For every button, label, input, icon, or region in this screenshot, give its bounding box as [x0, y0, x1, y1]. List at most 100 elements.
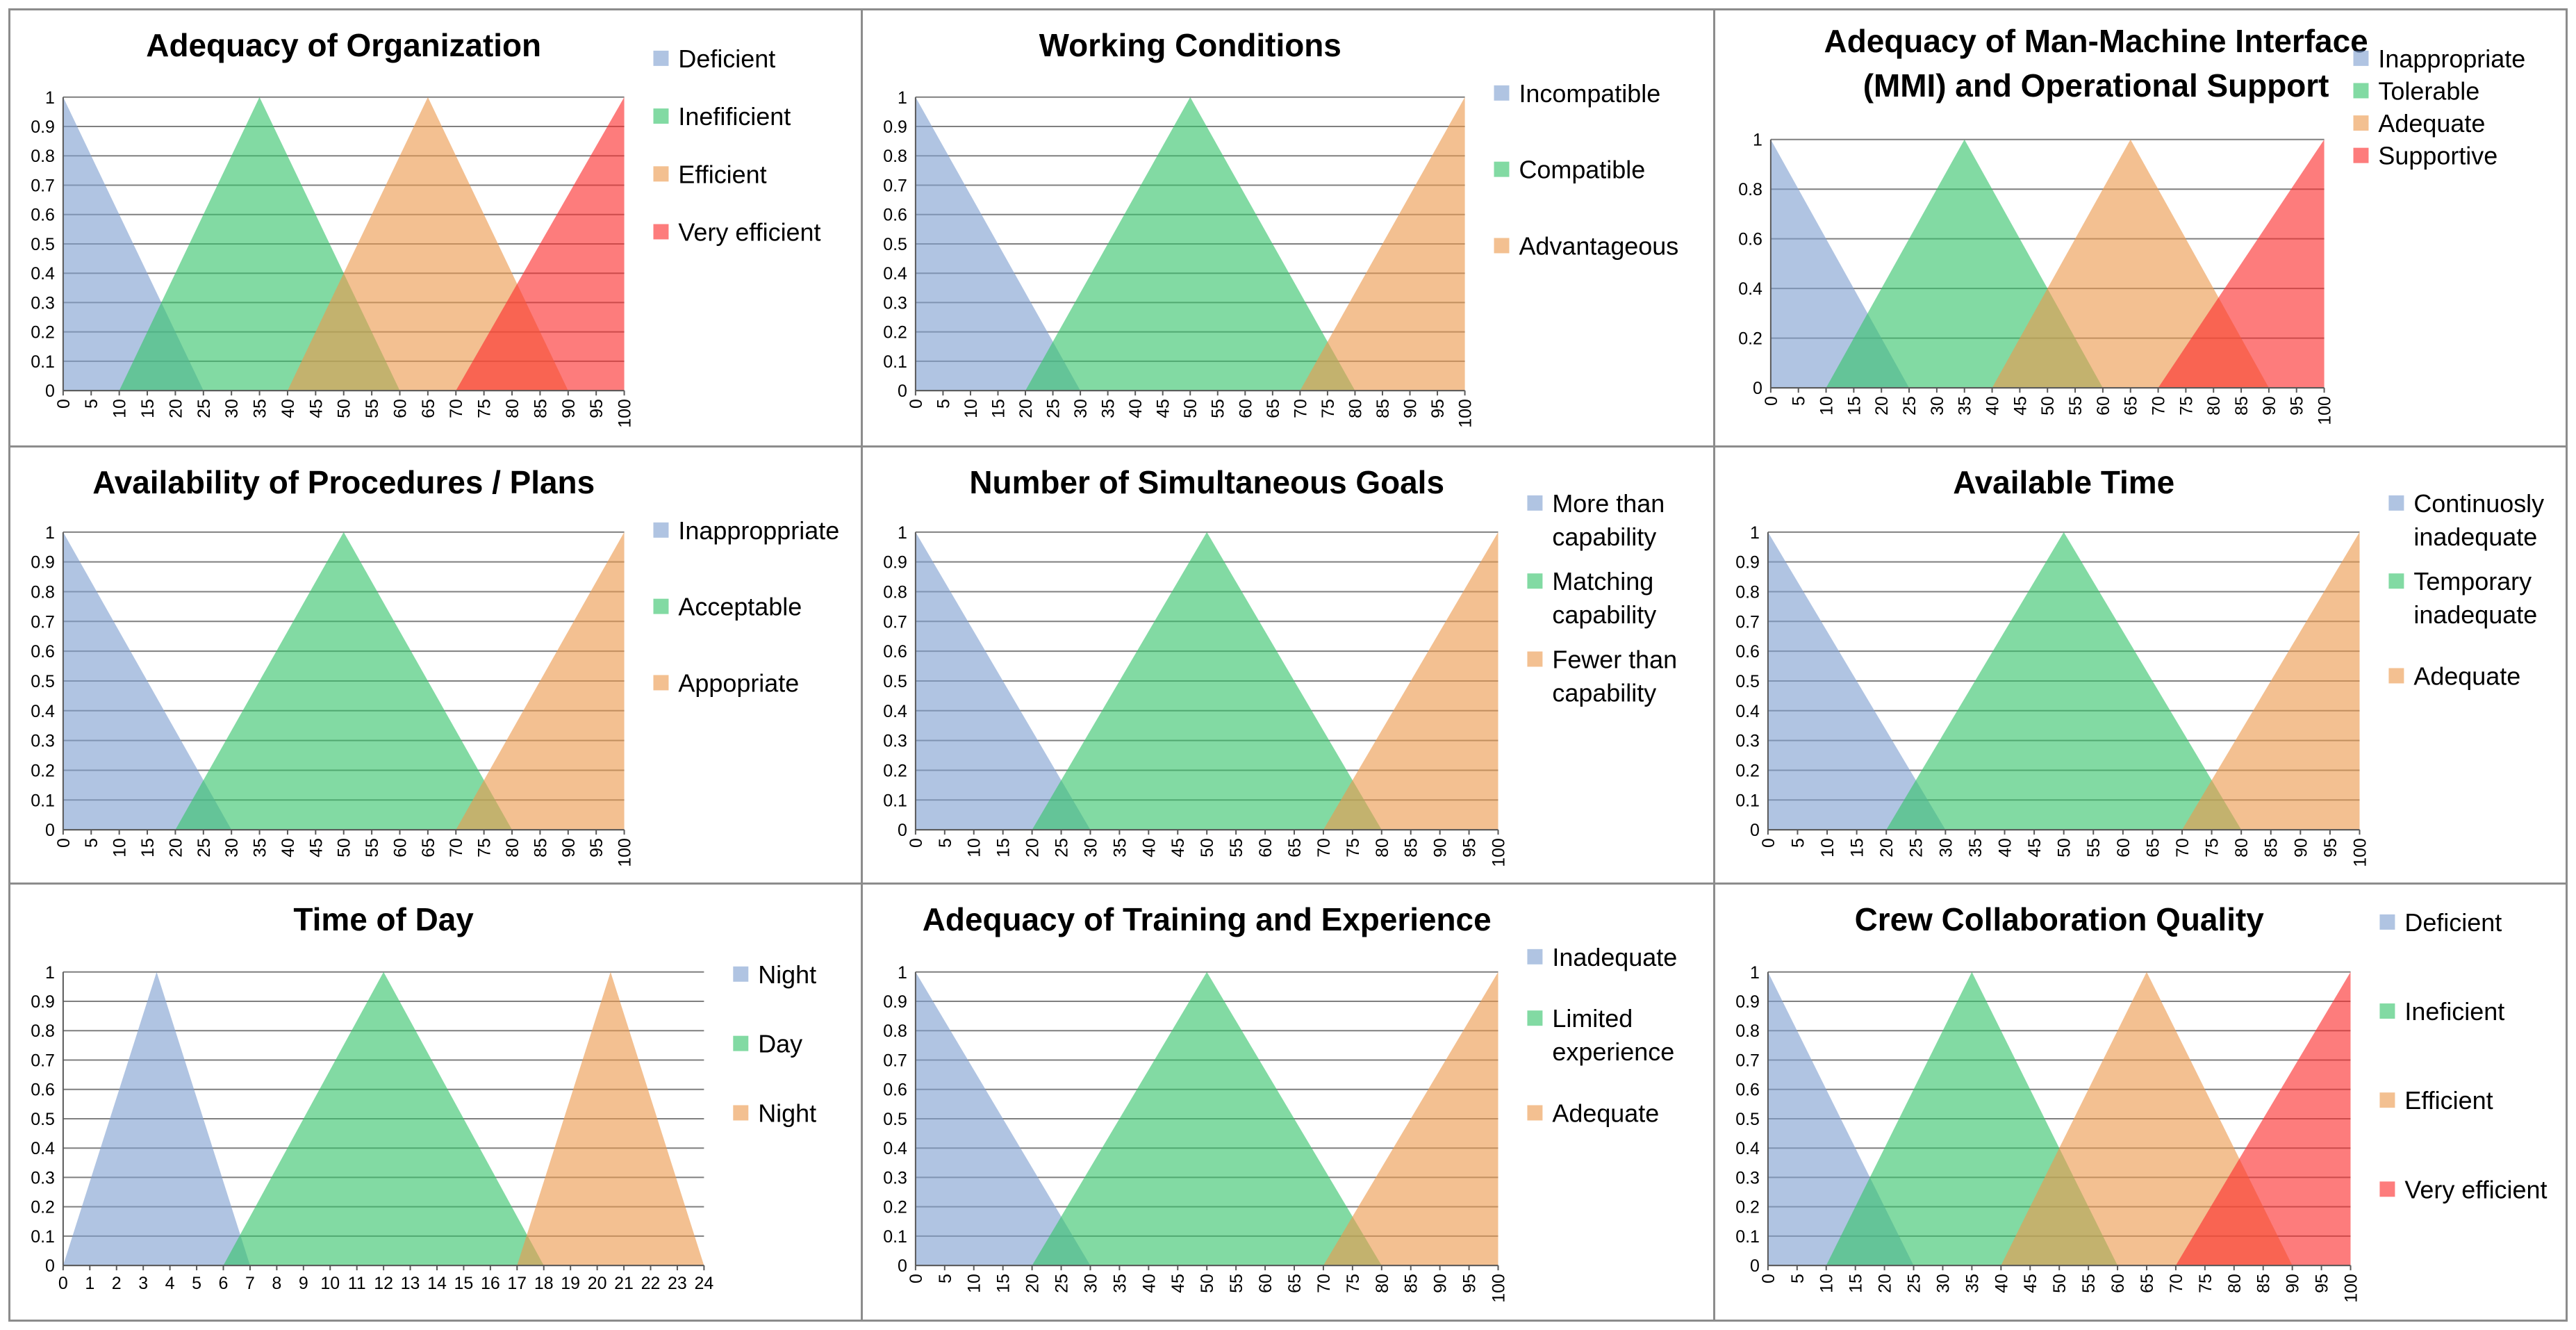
x-tick-label: 90 [559, 838, 579, 857]
chart-title: Adequacy of Man-Machine Interface [1824, 23, 2368, 59]
legend-label: Night [758, 960, 816, 989]
x-tick-label: 10 [110, 838, 130, 857]
x-tick-label: 20 [1016, 399, 1036, 418]
legend-label: Supportive [2378, 142, 2497, 170]
chart-panel: Working Conditions 0 0.1 0.2 0.3 0.4 0.5 0.6 0.7… [863, 10, 1715, 448]
y-tick-label: 0.6 [883, 1081, 907, 1100]
y-tick-label: 0 [45, 1256, 55, 1276]
x-tick-label: 5 [1790, 396, 1809, 406]
y-tick-label: 1 [898, 523, 907, 543]
x-tick-label: 45 [1169, 1274, 1188, 1293]
x-tick-label: 12 [374, 1274, 393, 1293]
legend-swatch [2388, 573, 2404, 589]
y-tick-label: 0.5 [1735, 1110, 1760, 1129]
x-tick-label: 100 [2341, 1274, 2361, 1303]
x-tick-label: 70 [1291, 399, 1310, 418]
legend-swatch [1527, 949, 1543, 964]
y-tick-label: 0.3 [883, 1168, 907, 1188]
y-tick-label: 0.2 [883, 323, 907, 343]
legend-label: Day [758, 1030, 802, 1058]
y-tick-label: 0.8 [1735, 582, 1760, 602]
x-tick-label: 95 [587, 399, 606, 418]
chart-title: Number of Simultaneous Goals [969, 464, 1444, 500]
x-tick-label: 75 [1344, 838, 1363, 857]
legend-label: Limited [1552, 1004, 1633, 1033]
y-tick-label: 0.6 [883, 206, 907, 225]
x-tick-label: 100 [1489, 838, 1508, 867]
legend-label: Advantageous [1519, 231, 1678, 260]
x-tick-label: 85 [2262, 838, 2281, 857]
chart-svg: Available Time 0 0.1 0.2 0.3 0.4 0.5 0.6 0.7 0.8 0… [1735, 464, 2544, 867]
x-tick-label: 60 [1256, 1274, 1275, 1293]
y-tick-label: 0 [45, 821, 55, 840]
y-tick-label: 0.3 [31, 1168, 55, 1188]
x-tick-label: 25 [1907, 838, 1926, 857]
y-tick-label: 0.8 [31, 147, 55, 166]
legend-swatch [2379, 1181, 2395, 1197]
series-area-orange [1300, 97, 1465, 391]
chart-svg: Crew Collaboration Quality 0 0.1 0.2 0.3 0.4 0… [1735, 901, 2547, 1303]
legend-label: Inadequate [1552, 943, 1677, 971]
x-tick-label: 20 [166, 399, 185, 418]
y-tick-label: 0.1 [31, 352, 55, 372]
y-tick-label: 1 [1753, 131, 1762, 150]
series-area-green [1886, 532, 2242, 830]
x-tick-label: 10 [965, 1274, 984, 1293]
y-tick-label: 0.5 [31, 1110, 55, 1129]
x-tick-label: 20 [1876, 1274, 1895, 1293]
x-tick-label: 85 [1373, 399, 1393, 418]
legend-swatch [653, 598, 669, 614]
x-tick-label: 0 [54, 399, 74, 409]
y-tick-label: 0 [1750, 821, 1760, 840]
x-tick-label: 5 [1788, 1274, 1808, 1283]
x-tick-label: 90 [1431, 838, 1451, 857]
series-area-orange [287, 97, 568, 391]
chart-panel: Adequacy of Training and Experience 0 0.1 0… [863, 885, 1715, 1322]
chart-title: Time of Day [293, 901, 474, 937]
x-tick-label: 65 [2122, 396, 2141, 416]
x-tick-label: 70 [1314, 1274, 1334, 1293]
y-tick-label: 0.2 [31, 1198, 55, 1217]
x-tick-label: 16 [481, 1274, 500, 1293]
legend-swatch [1494, 85, 1510, 101]
legend-swatch [2353, 50, 2369, 66]
chart-title: Adequacy of Organization [146, 27, 541, 63]
legend-label: inadequate [2413, 523, 2537, 551]
x-tick-label: 90 [2284, 1274, 2303, 1293]
x-tick-label: 7 [245, 1274, 255, 1293]
chart-grid: Adequacy of Organization 0 0.1 0.2 0.3 0.4 0.5… [8, 8, 2568, 1322]
x-tick-label: 30 [1081, 1274, 1100, 1293]
legend-label: Acceptable [678, 593, 802, 621]
x-tick-label: 35 [251, 399, 270, 418]
x-tick-label: 90 [2291, 838, 2311, 857]
legend-swatch [1527, 1010, 1543, 1026]
y-tick-label: 0.3 [883, 293, 907, 313]
x-tick-label: 24 [694, 1274, 713, 1293]
chart-title: (MMI) and Operational Support [1863, 67, 2329, 104]
chart-title: Crew Collaboration Quality [1855, 901, 2265, 937]
x-tick-label: 65 [2143, 838, 2163, 857]
legend-label: Incompatible [1519, 79, 1660, 108]
x-tick-label: 95 [2321, 838, 2340, 857]
x-tick-label: 60 [1236, 399, 1255, 418]
legend-label: experience [1552, 1037, 1674, 1066]
x-tick-label: 25 [195, 399, 214, 418]
x-tick-label: 10 [961, 399, 981, 418]
y-tick-label: 0.4 [31, 264, 55, 284]
x-tick-label: 40 [279, 838, 298, 857]
legend-swatch [1527, 1105, 1543, 1121]
y-tick-label: 0.1 [883, 791, 907, 810]
x-tick-label: 50 [335, 399, 354, 418]
x-tick-label: 0 [1759, 1274, 1778, 1283]
legend-swatch [2379, 1092, 2395, 1108]
x-tick-label: 15 [989, 399, 1008, 418]
y-tick-label: 0.8 [1738, 180, 1762, 199]
x-tick-label: 100 [1456, 399, 1476, 428]
x-tick-label: 35 [1099, 399, 1118, 418]
y-tick-label: 0.2 [31, 323, 55, 343]
x-tick-label: 10 [1818, 838, 1838, 857]
x-tick-label: 60 [1256, 838, 1275, 857]
series-area-blue [915, 97, 1081, 391]
x-tick-label: 25 [1900, 396, 1919, 416]
x-tick-label: 5 [82, 838, 101, 848]
